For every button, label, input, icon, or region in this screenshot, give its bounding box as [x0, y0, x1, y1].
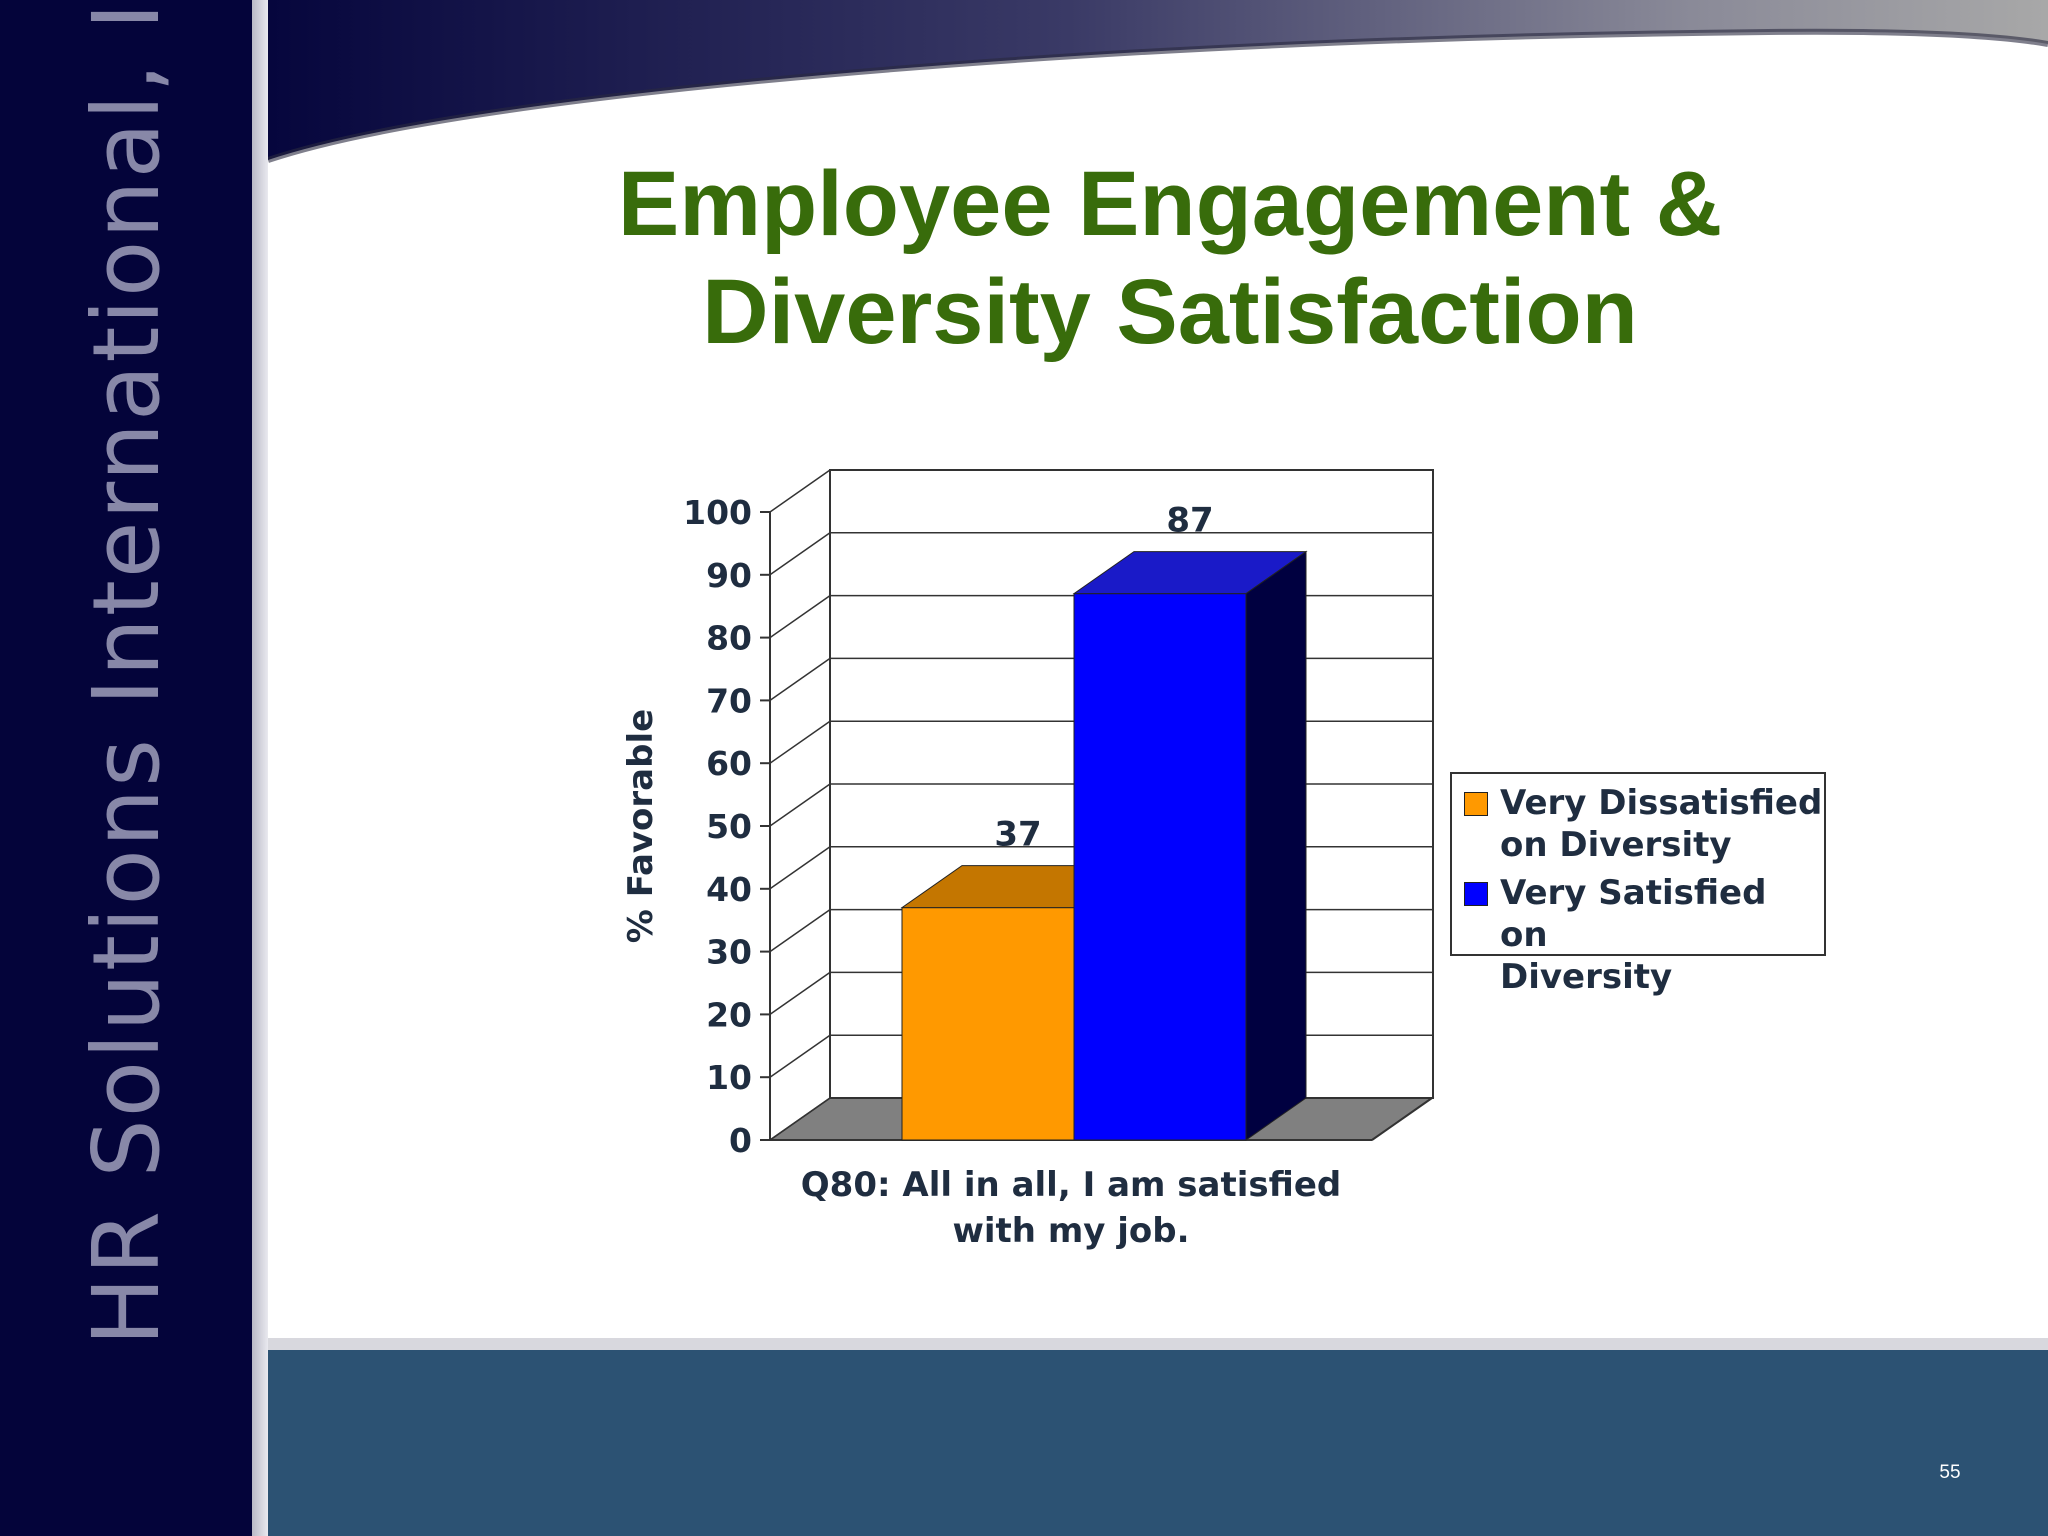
y-axis-label: % Favorable: [621, 709, 661, 943]
gridline-side: [769, 1097, 831, 1141]
header-swoosh: [268, 0, 2048, 163]
y-tick-label: 20: [706, 995, 752, 1034]
y-tick-label: 10: [706, 1058, 752, 1097]
floor-edge: [1371, 1097, 1433, 1141]
bar-chart: 0 10 20 30 40 50 60 70 80 90 100 37 87 % Favorable Q80…: [621, 469, 1435, 1251]
gridline-side: [769, 657, 831, 702]
gridline-side: [769, 594, 831, 639]
data-label: 37: [994, 815, 1041, 855]
gridline-side: [769, 908, 831, 953]
footer-band: [268, 1350, 2048, 1536]
chart-bars: [900, 550, 1308, 1141]
legend-item: Very Satisfied on Diversity: [1464, 872, 1824, 998]
gridline-side: [769, 469, 831, 513]
y-tick-label: 60: [706, 744, 752, 783]
chart-legend: Very Dissatisfied on Diversity Very Satisf…: [1450, 772, 1826, 997]
sidebar-edge: [252, 0, 268, 1536]
title-line-1: Employee Engagement &: [617, 153, 1723, 255]
bar-front: [901, 907, 1075, 1141]
gridline-side: [769, 971, 831, 1016]
x-category-label: with my job.: [952, 1211, 1189, 1251]
legend-swatch: [1464, 792, 1488, 816]
y-tick-label: 100: [683, 493, 752, 532]
y-tick-label: 50: [706, 807, 752, 846]
legend-item: Very Dissatisfied on Diversity: [1464, 782, 1824, 866]
footer-divider: [268, 1338, 2048, 1350]
gridline-side: [769, 532, 831, 576]
gridline-side: [769, 1034, 831, 1078]
gridline-side: [769, 720, 831, 764]
x-category-label: Q80: All in all, I am satisfied: [801, 1165, 1341, 1205]
sidebar-band: HR Solutions International, Inc.: [0, 0, 252, 1536]
y-tick-label: 30: [706, 933, 752, 972]
bar-front: [1073, 593, 1247, 1141]
y-tick-label: 80: [706, 619, 752, 658]
y-tick-label: 90: [706, 556, 752, 595]
chart-text: 0 10 20 30 40 50 60 70 80 90 100 37 87 % Favorable Q80…: [621, 493, 1341, 1251]
slide-title: Employee Engagement & Diversity Satisfac…: [400, 150, 1940, 366]
bar-side: [1245, 550, 1307, 1141]
y-tick-label: 70: [706, 681, 752, 720]
y-tick-label: 0: [729, 1121, 752, 1160]
legend-label: Very Dissatisfied on Diversity: [1500, 783, 1823, 865]
legend-swatch: [1464, 882, 1488, 906]
y-tick-label: 40: [706, 870, 752, 909]
page-number: 55: [1939, 1462, 1961, 1483]
data-label: 87: [1166, 501, 1213, 541]
gridline-side: [769, 846, 831, 890]
gridline-side: [769, 783, 831, 827]
title-line-2: Diversity Satisfaction: [702, 261, 1638, 363]
legend-label: Very Satisfied on Diversity: [1500, 873, 1767, 997]
